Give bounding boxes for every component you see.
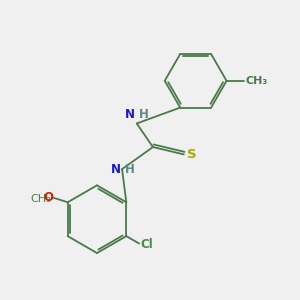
Text: CH₃: CH₃ [245, 76, 267, 86]
Text: H: H [139, 108, 149, 121]
Text: Cl: Cl [140, 238, 153, 251]
Text: S: S [187, 148, 196, 161]
Text: CH₃: CH₃ [31, 194, 52, 204]
Text: O: O [43, 191, 53, 204]
Text: N: N [111, 163, 121, 176]
Text: N: N [125, 108, 135, 121]
Text: H: H [124, 163, 134, 176]
